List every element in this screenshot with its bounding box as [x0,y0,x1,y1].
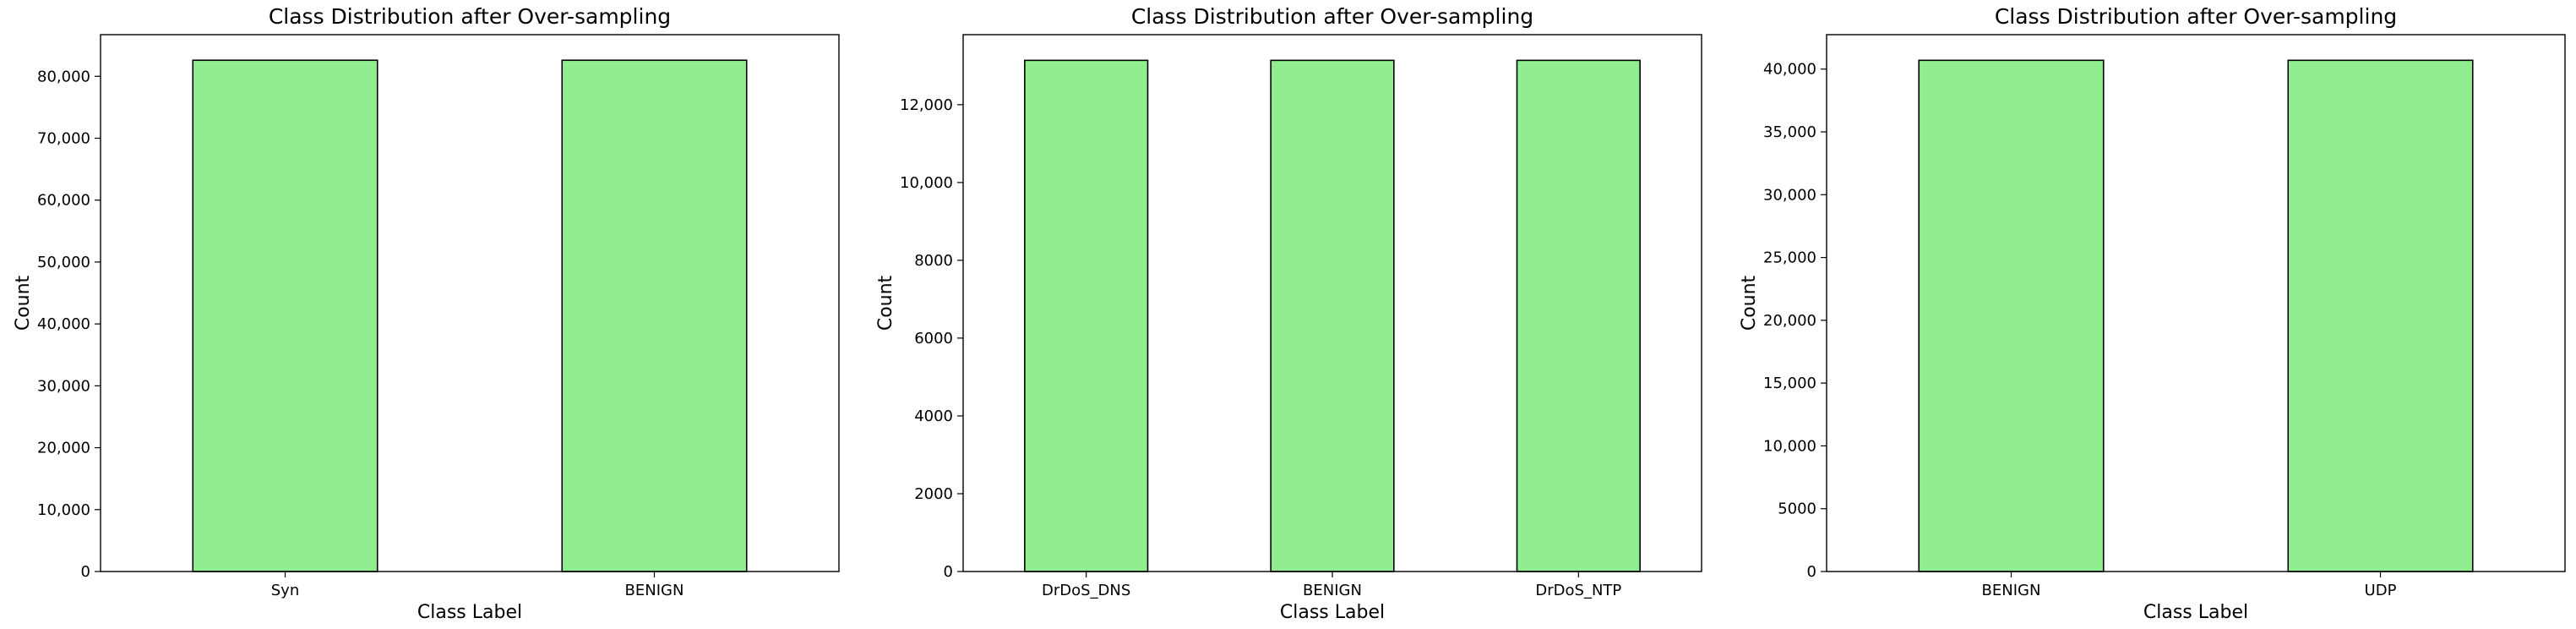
y-axis-label: Count [875,275,896,331]
y-tick-label: 60,000 [37,192,90,210]
y-tick-label: 8000 [914,252,953,270]
y-tick-label: 12,000 [900,96,953,114]
chart-title: Class Distribution after Over-sampling [1995,4,2397,29]
y-tick-label: 5000 [1778,500,1816,518]
x-tick-label: BENIGN [1982,582,2041,599]
x-tick-label: Syn [271,582,300,599]
y-tick-label: 70,000 [37,129,90,147]
y-axis-label: Count [1739,275,1760,331]
axes-frame [962,34,1702,572]
y-tick-label: 25,000 [1763,249,1816,267]
y-tick-label: 30,000 [1763,186,1816,204]
bar-benign [561,59,748,572]
x-tick-label: DrDoS_NTP [1535,582,1621,599]
y-tick-label: 4000 [914,407,953,425]
chart-title: Class Distribution after Over-sampling [269,4,671,29]
y-tick-label: 80,000 [37,68,90,85]
x-axis-label: Class Label [1280,602,1385,623]
y-tick-label: 30,000 [37,377,90,395]
y-tick-label: 40,000 [37,315,90,333]
y-tick-label: 10,000 [900,174,953,192]
bar-benign [1918,59,2105,572]
y-tick-label: 20,000 [1763,312,1816,330]
y-tick-label: 0 [944,563,953,581]
x-tick-label: UDP [2365,582,2397,599]
chart-panel-1: Syn BENIGN 0 10,000 20,000 30,000 40,000 50,000… [13,4,840,623]
y-tick-label: 10,000 [1763,437,1816,455]
y-tick-label: 15,000 [1763,375,1816,392]
bar-udp [2287,59,2474,572]
bar-benign [1270,59,1395,572]
bar-drdos-ntp [1516,59,1641,572]
y-tick-label: 10,000 [37,501,90,519]
y-axis-label: Count [13,275,34,331]
axes-frame [1826,34,2566,572]
bar-syn [192,59,379,572]
bar-drdos-dns [1024,59,1149,572]
y-tick-label: 2000 [914,485,953,503]
y-tick-label: 0 [81,563,90,581]
x-axis-label: Class Label [2143,602,2248,623]
x-axis-label: Class Label [417,602,522,623]
axes-frame [100,34,840,572]
y-tick-label: 0 [1807,563,1816,581]
chart-title: Class Distribution after Over-sampling [1131,4,1533,29]
x-tick-label: BENIGN [1303,582,1362,599]
chart-panel-2: DrDoS_DNS BENIGN DrDoS_NTP 0 2000 4000 6000 800… [875,4,1702,623]
y-tick-label: 40,000 [1763,61,1816,79]
y-tick-label: 35,000 [1763,123,1816,141]
y-tick-label: 6000 [914,330,953,347]
y-tick-label: 50,000 [37,254,90,271]
x-tick-label: DrDoS_DNS [1042,582,1130,599]
chart-panel-3: BENIGN UDP 0 5000 10,000 15,000 20,000 25,000 30… [1739,4,2566,623]
x-tick-label: BENIGN [625,582,684,599]
y-tick-label: 20,000 [37,440,90,457]
